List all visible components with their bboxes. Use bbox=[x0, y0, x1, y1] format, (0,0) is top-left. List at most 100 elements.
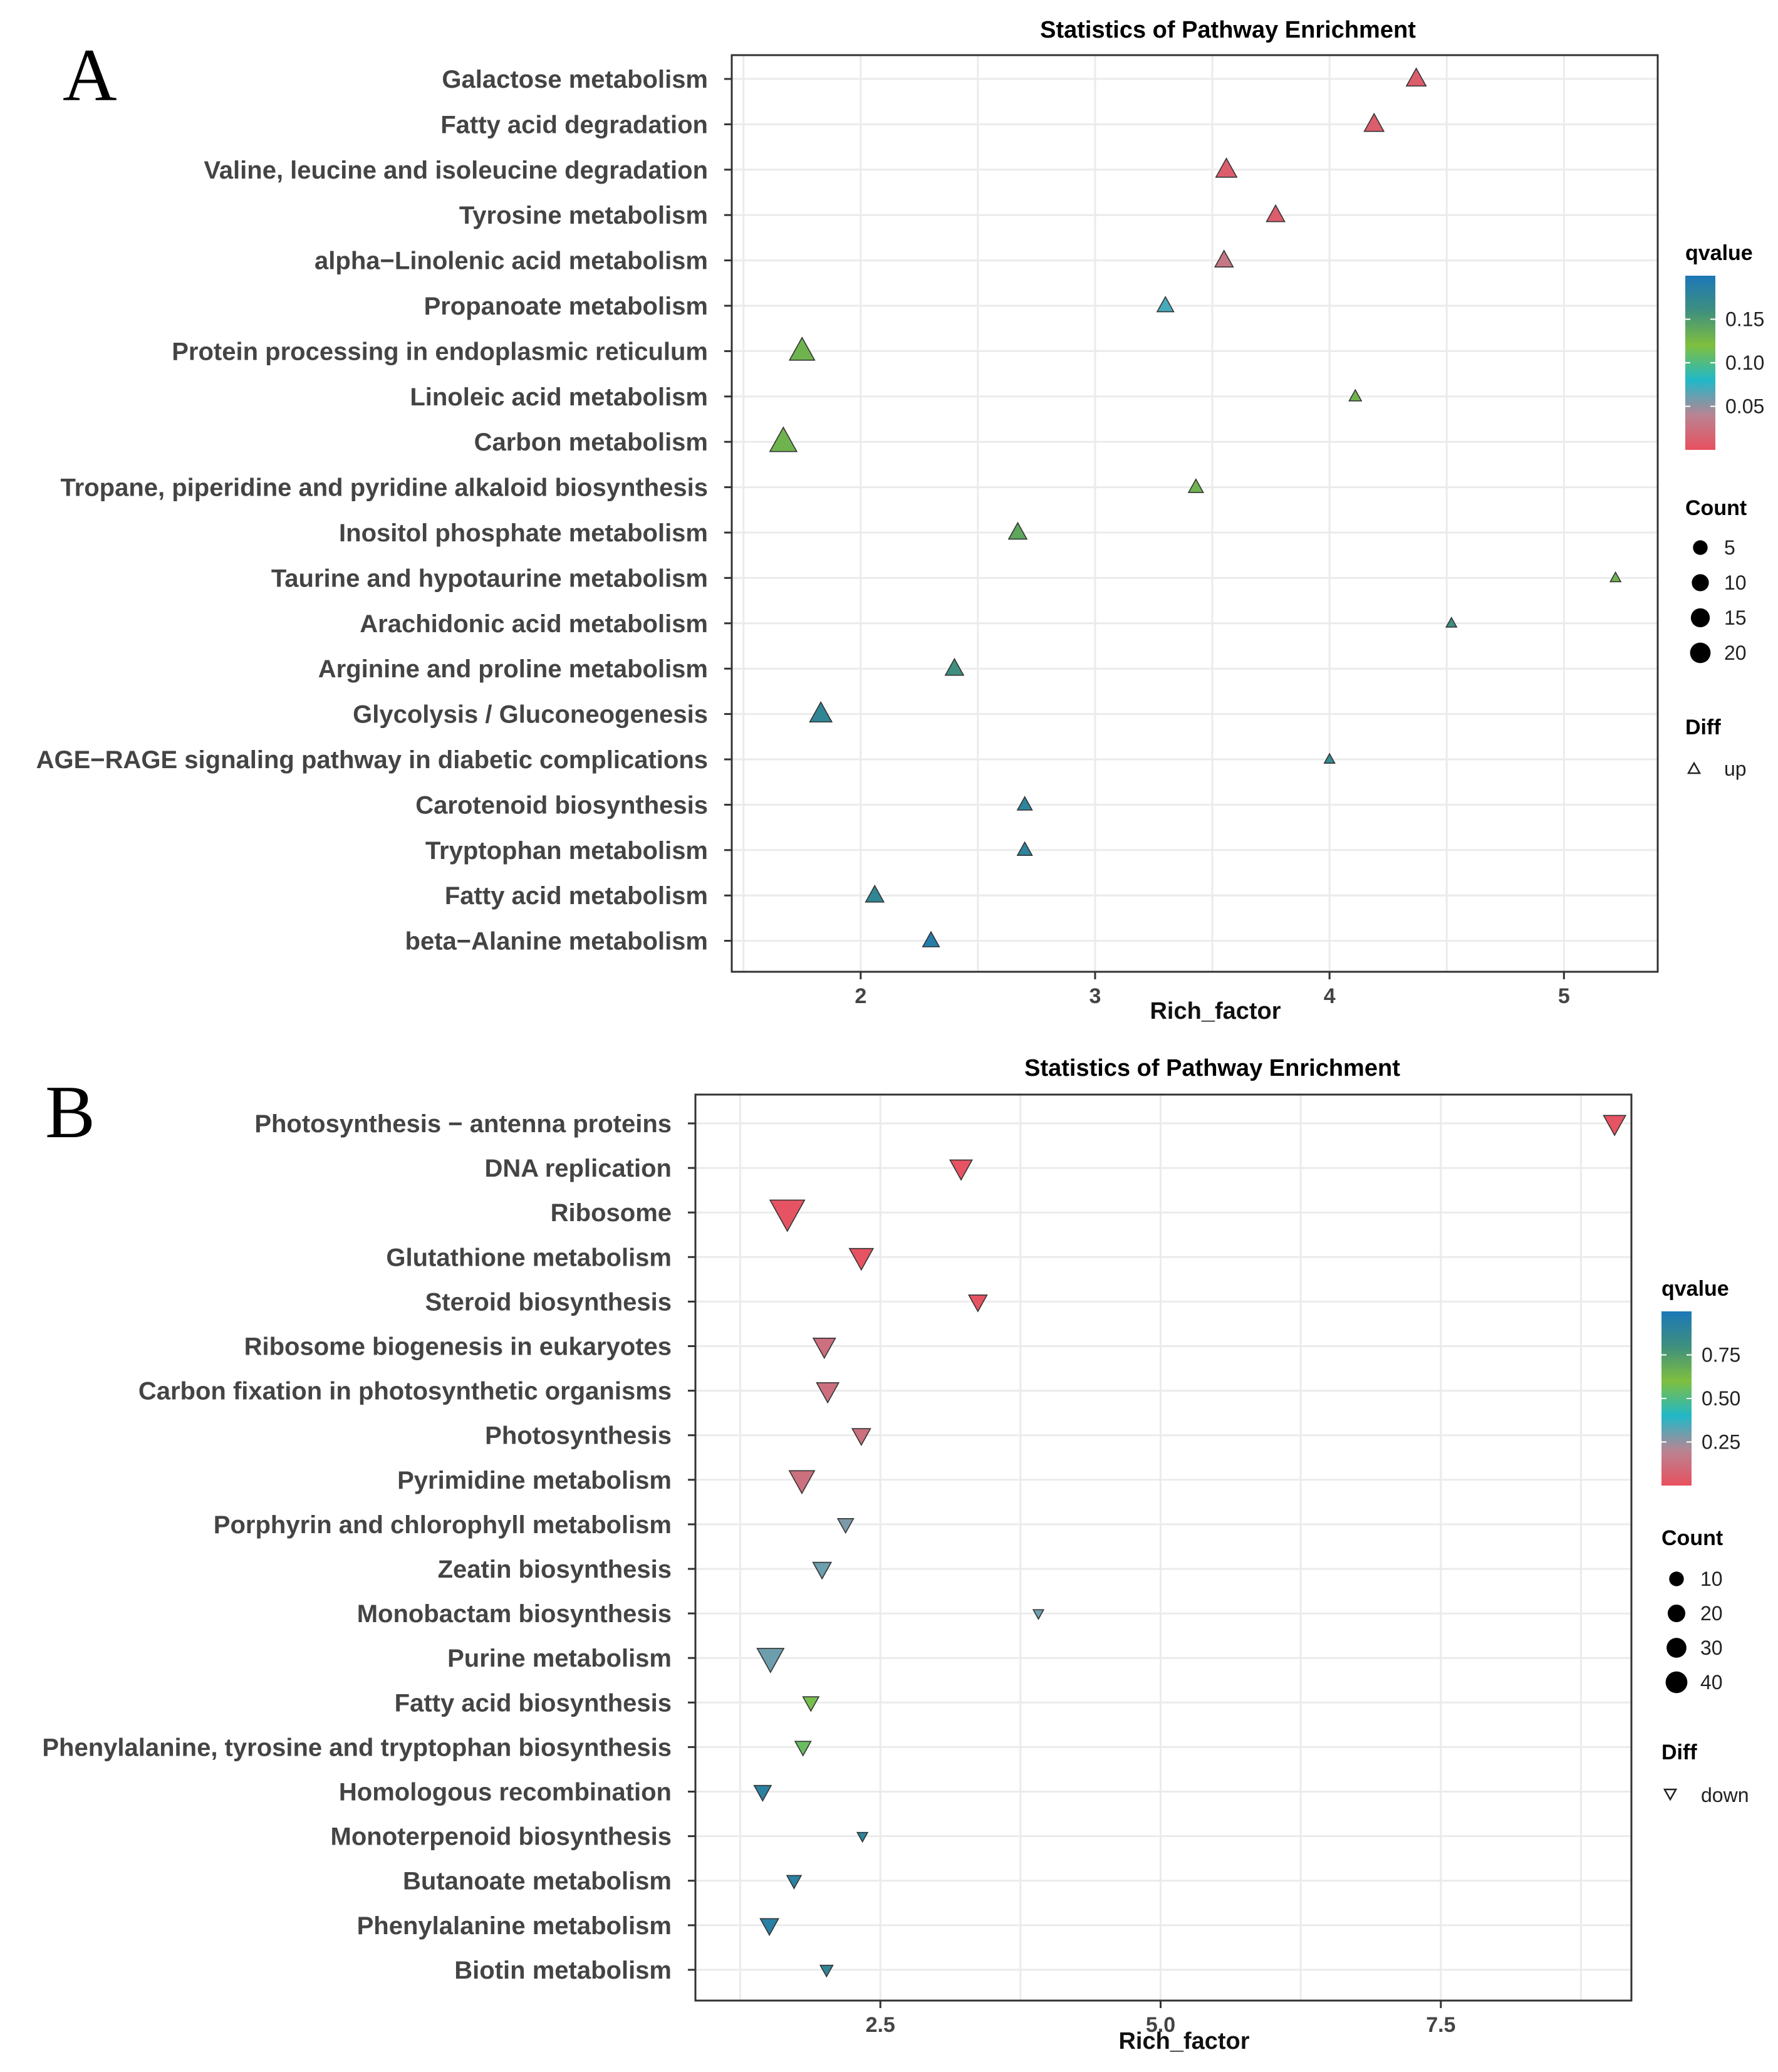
x-tick-label: 4 bbox=[1324, 984, 1336, 1008]
category-label: Carbon metabolism bbox=[474, 429, 708, 456]
category-label: Valine, leucine and isoleucine degradati… bbox=[204, 157, 708, 184]
data-point bbox=[788, 336, 816, 361]
panel-a: A Statistics of Pathway Enrichment Galac… bbox=[36, 17, 1765, 1024]
grid-a bbox=[732, 55, 1658, 972]
data-point bbox=[802, 1696, 820, 1712]
category-label: Arachidonic acid metabolism bbox=[360, 610, 708, 638]
legend-diff-title-b: Diff bbox=[1661, 1741, 1697, 1764]
chart-title-b: Statistics of Pathway Enrichment bbox=[1024, 1055, 1400, 1081]
legend-count-title-a: Count bbox=[1685, 496, 1747, 520]
category-label: Propanoate metabolism bbox=[424, 293, 708, 320]
colorbar-tick-label: 0.05 bbox=[1725, 395, 1764, 418]
data-point bbox=[944, 657, 965, 676]
category-label: DNA replication bbox=[484, 1155, 672, 1182]
x-axis-label-b: Rich_factor bbox=[1118, 2028, 1249, 2054]
data-point bbox=[819, 1964, 834, 1978]
data-point bbox=[812, 1561, 833, 1580]
category-label: beta−Alanine metabolism bbox=[405, 928, 708, 955]
grid-b bbox=[695, 1095, 1631, 2001]
category-label: Ribosome bbox=[551, 1199, 672, 1227]
data-point bbox=[788, 1470, 816, 1495]
data-point bbox=[1214, 249, 1234, 268]
data-point bbox=[1016, 841, 1033, 856]
category-label: Monobactam biosynthesis bbox=[357, 1600, 672, 1628]
category-label: Monoterpenoid biosynthesis bbox=[331, 1823, 672, 1851]
diff-up-symbol bbox=[1687, 761, 1702, 774]
colorbar-tick-label: 0.50 bbox=[1702, 1387, 1740, 1410]
legend-diff-title-a: Diff bbox=[1685, 716, 1721, 739]
data-point bbox=[1032, 1609, 1045, 1620]
x-tick-label: 3 bbox=[1089, 984, 1101, 1008]
data-point bbox=[769, 426, 798, 452]
count-legend-dot bbox=[1693, 540, 1708, 555]
count-legend-label: 40 bbox=[1700, 1671, 1723, 1694]
category-label: Homologous recombination bbox=[339, 1779, 672, 1806]
colorbar-tick-label: 0.75 bbox=[1702, 1344, 1740, 1367]
category-label: Butanoate metabolism bbox=[403, 1868, 672, 1895]
chart-title-a: Statistics of Pathway Enrichment bbox=[1040, 17, 1416, 43]
colorbar-tick-label: 0.15 bbox=[1725, 308, 1764, 331]
category-label: Photosynthesis − antenna proteins bbox=[254, 1110, 672, 1138]
category-label: Phenylalanine, tyrosine and tryptophan b… bbox=[42, 1734, 672, 1761]
data-point bbox=[809, 700, 833, 723]
legend-diff-label-a: up bbox=[1724, 757, 1747, 780]
category-label: Glutathione metabolism bbox=[386, 1244, 672, 1271]
category-label: Fatty acid metabolism bbox=[445, 882, 708, 910]
data-point bbox=[856, 1831, 869, 1843]
legend-qvalue-title-b: qvalue bbox=[1661, 1277, 1729, 1301]
category-label: Carbon fixation in photosynthetic organi… bbox=[138, 1378, 672, 1405]
category-label: alpha−Linolenic acid metabolism bbox=[315, 247, 708, 275]
data-point bbox=[1405, 67, 1427, 87]
data-point bbox=[1215, 157, 1238, 178]
category-label: Photosynthesis bbox=[485, 1422, 672, 1450]
legend-a: qvalue 0.05 0.10 0.15 Count 5 10 15 20 Diff u… bbox=[1685, 241, 1764, 780]
x-tick-label: 2 bbox=[855, 984, 866, 1008]
x-tick-label: 5.0 bbox=[1146, 2013, 1175, 2037]
count-legend-dot bbox=[1665, 1671, 1688, 1694]
category-label: Carotenoid biosynthesis bbox=[415, 791, 708, 819]
x-tick-label: 5 bbox=[1558, 984, 1570, 1008]
data-point bbox=[812, 1338, 836, 1360]
category-labels-b: Photosynthesis − antenna proteins DNA rep… bbox=[42, 1110, 672, 1984]
category-label: Porphyrin and chlorophyll metabolism bbox=[214, 1511, 672, 1539]
data-point bbox=[1609, 571, 1622, 583]
category-label: Arginine and proline metabolism bbox=[318, 655, 708, 683]
count-legend-label: 10 bbox=[1700, 1568, 1723, 1590]
category-label: Inositol phosphate metabolism bbox=[339, 519, 708, 547]
plot-frame-b bbox=[694, 1093, 1633, 2002]
count-legend-label: 30 bbox=[1700, 1637, 1723, 1659]
count-legend-dot bbox=[1667, 1604, 1686, 1623]
category-label: Ribosome biogenesis in eukaryotes bbox=[244, 1333, 672, 1361]
count-legend-dot bbox=[1669, 1571, 1684, 1586]
category-label: Tyrosine metabolism bbox=[459, 202, 708, 229]
category-label: Protein processing in endoplasmic reticu… bbox=[172, 338, 708, 365]
category-label: Linoleic acid metabolism bbox=[410, 383, 708, 411]
data-point bbox=[794, 1741, 812, 1757]
panel-label-b: B bbox=[45, 1070, 95, 1153]
data-point bbox=[1187, 478, 1204, 493]
legend-qvalue-title-a: qvalue bbox=[1685, 241, 1753, 265]
category-label: Zeatin biosynthesis bbox=[438, 1556, 672, 1583]
data-point bbox=[816, 1382, 840, 1404]
colorbar-tick-label: 0.10 bbox=[1725, 351, 1764, 374]
count-legend-b: 10 20 30 40 bbox=[1665, 1568, 1723, 1694]
count-legend-label: 5 bbox=[1724, 536, 1735, 559]
data-point bbox=[967, 1294, 988, 1313]
panel-b: B Statistics of Pathway Enrichment Photo… bbox=[42, 1055, 1749, 2054]
plot-frame-a bbox=[730, 54, 1659, 973]
count-legend-a: 5 10 15 20 bbox=[1690, 536, 1747, 664]
data-point bbox=[1603, 1115, 1627, 1137]
data-point bbox=[836, 1518, 855, 1534]
category-label: Pyrimidine metabolism bbox=[397, 1467, 672, 1494]
legend-count-title-b: Count bbox=[1661, 1526, 1723, 1550]
data-point bbox=[1266, 204, 1286, 222]
category-label: Tryptophan metabolism bbox=[425, 837, 708, 865]
points-b bbox=[753, 1115, 1627, 1978]
count-legend-label: 20 bbox=[1700, 1602, 1723, 1625]
data-point bbox=[1363, 112, 1385, 132]
count-legend-dot bbox=[1692, 574, 1709, 591]
points-a bbox=[769, 67, 1622, 947]
data-point bbox=[1323, 752, 1336, 764]
data-point bbox=[1016, 796, 1033, 811]
